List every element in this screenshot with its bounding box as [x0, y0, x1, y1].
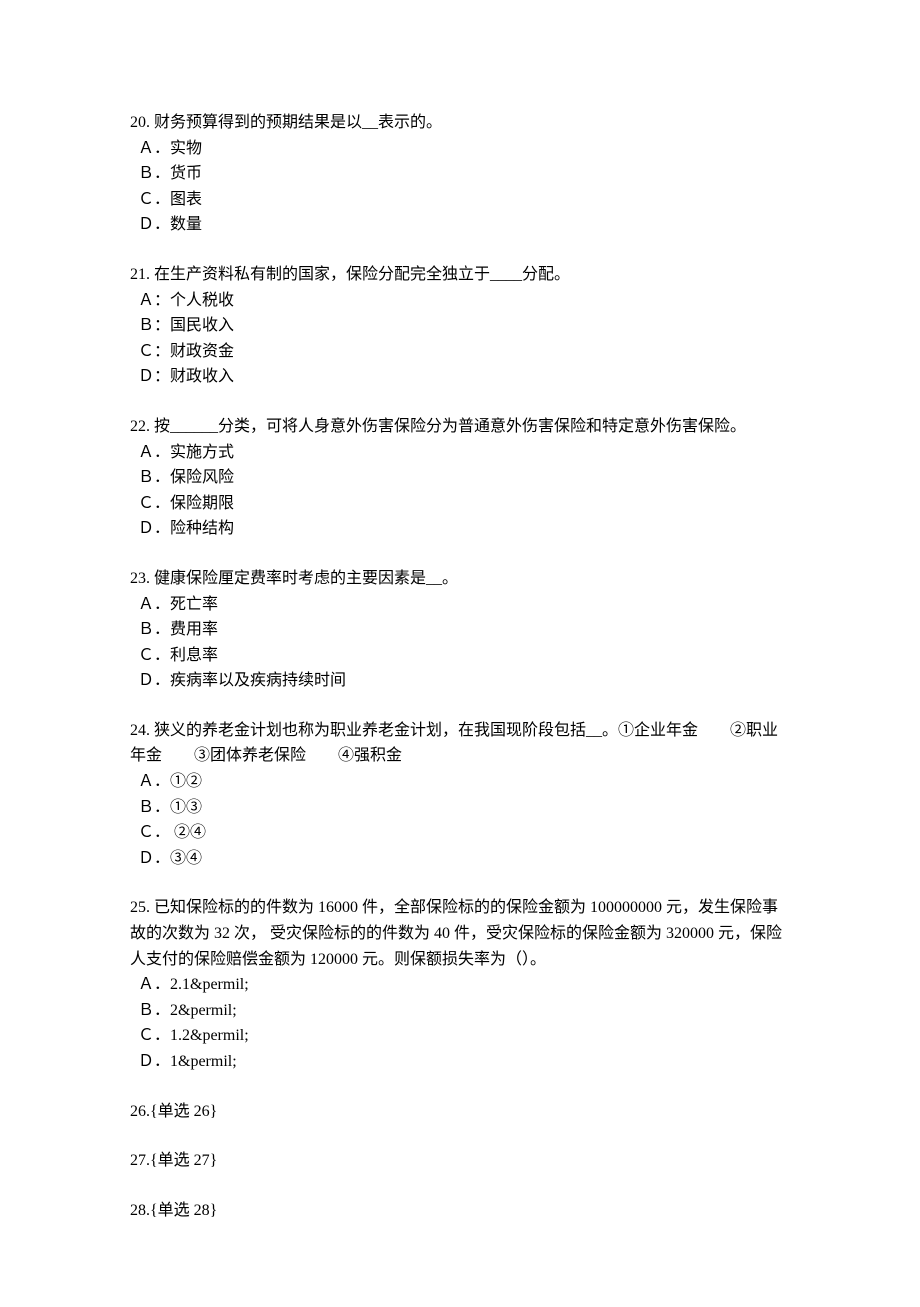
option-d: Ｄ．数量 — [130, 212, 790, 238]
option-b: Ｂ．货币 — [130, 161, 790, 187]
question-text: 22. 按______分类，可将人身意外伤害保险分为普通意外伤害保险和特定意外伤… — [130, 414, 790, 440]
question-20: 20. 财务预算得到的预期结果是以__表示的。 Ａ．实物 Ｂ．货币 Ｃ．图表 Ｄ… — [130, 110, 790, 238]
option-b: Ｂ．2&permil; — [130, 998, 790, 1024]
option-a: Ａ．死亡率 — [130, 592, 790, 618]
option-c: Ｃ．图表 — [130, 187, 790, 213]
option-c: Ｃ． ②④ — [130, 820, 790, 846]
question-text: 23. 健康保险厘定费率时考虑的主要因素是__。 — [130, 566, 790, 592]
document-content: 20. 财务预算得到的预期结果是以__表示的。 Ａ．实物 Ｂ．货币 Ｃ．图表 Ｄ… — [130, 110, 790, 1223]
question-24: 24. 狭义的养老金计划也称为职业养老金计划，在我国现阶段包括__。①企业年金 … — [130, 718, 790, 872]
option-a: Ａ．①② — [130, 769, 790, 795]
question-22: 22. 按______分类，可将人身意外伤害保险分为普通意外伤害保险和特定意外伤… — [130, 414, 790, 542]
question-placeholder-27: 27.{单选 27} — [130, 1148, 790, 1174]
question-placeholder-26: 26.{单选 26} — [130, 1099, 790, 1125]
option-a: Ａ：个人税收 — [130, 288, 790, 314]
option-d: Ｄ．1&permil; — [130, 1049, 790, 1075]
option-d: Ｄ．③④ — [130, 846, 790, 872]
placeholder-text: 26.{单选 26} — [130, 1103, 217, 1120]
option-d: Ｄ．险种结构 — [130, 516, 790, 542]
question-23: 23. 健康保险厘定费率时考虑的主要因素是__。 Ａ．死亡率 Ｂ．费用率 Ｃ．利… — [130, 566, 790, 694]
option-d: Ｄ：财政收入 — [130, 364, 790, 390]
question-25: 25. 已知保险标的的件数为 16000 件，全部保险标的的保险金额为 1000… — [130, 895, 790, 1074]
option-b: Ｂ：国民收入 — [130, 313, 790, 339]
option-a: Ａ．实物 — [130, 136, 790, 162]
question-text: 24. 狭义的养老金计划也称为职业养老金计划，在我国现阶段包括__。①企业年金 … — [130, 718, 790, 769]
option-a: Ａ．2.1&permil; — [130, 972, 790, 998]
placeholder-text: 28.{单选 28} — [130, 1202, 217, 1219]
option-d: Ｄ．疾病率以及疾病持续时间 — [130, 668, 790, 694]
option-c: Ｃ．利息率 — [130, 643, 790, 669]
option-b: Ｂ．①③ — [130, 795, 790, 821]
option-c: Ｃ．保险期限 — [130, 491, 790, 517]
option-b: Ｂ．保险风险 — [130, 465, 790, 491]
option-b: Ｂ．费用率 — [130, 617, 790, 643]
question-text: 25. 已知保险标的的件数为 16000 件，全部保险标的的保险金额为 1000… — [130, 895, 790, 972]
question-placeholder-28: 28.{单选 28} — [130, 1198, 790, 1224]
question-text: 21. 在生产资料私有制的国家，保险分配完全独立于____分配。 — [130, 262, 790, 288]
option-c: Ｃ：财政资金 — [130, 339, 790, 365]
placeholder-text: 27.{单选 27} — [130, 1152, 217, 1169]
question-text: 20. 财务预算得到的预期结果是以__表示的。 — [130, 110, 790, 136]
option-c: Ｃ．1.2&permil; — [130, 1023, 790, 1049]
option-a: Ａ．实施方式 — [130, 440, 790, 466]
question-21: 21. 在生产资料私有制的国家，保险分配完全独立于____分配。 Ａ：个人税收 … — [130, 262, 790, 390]
